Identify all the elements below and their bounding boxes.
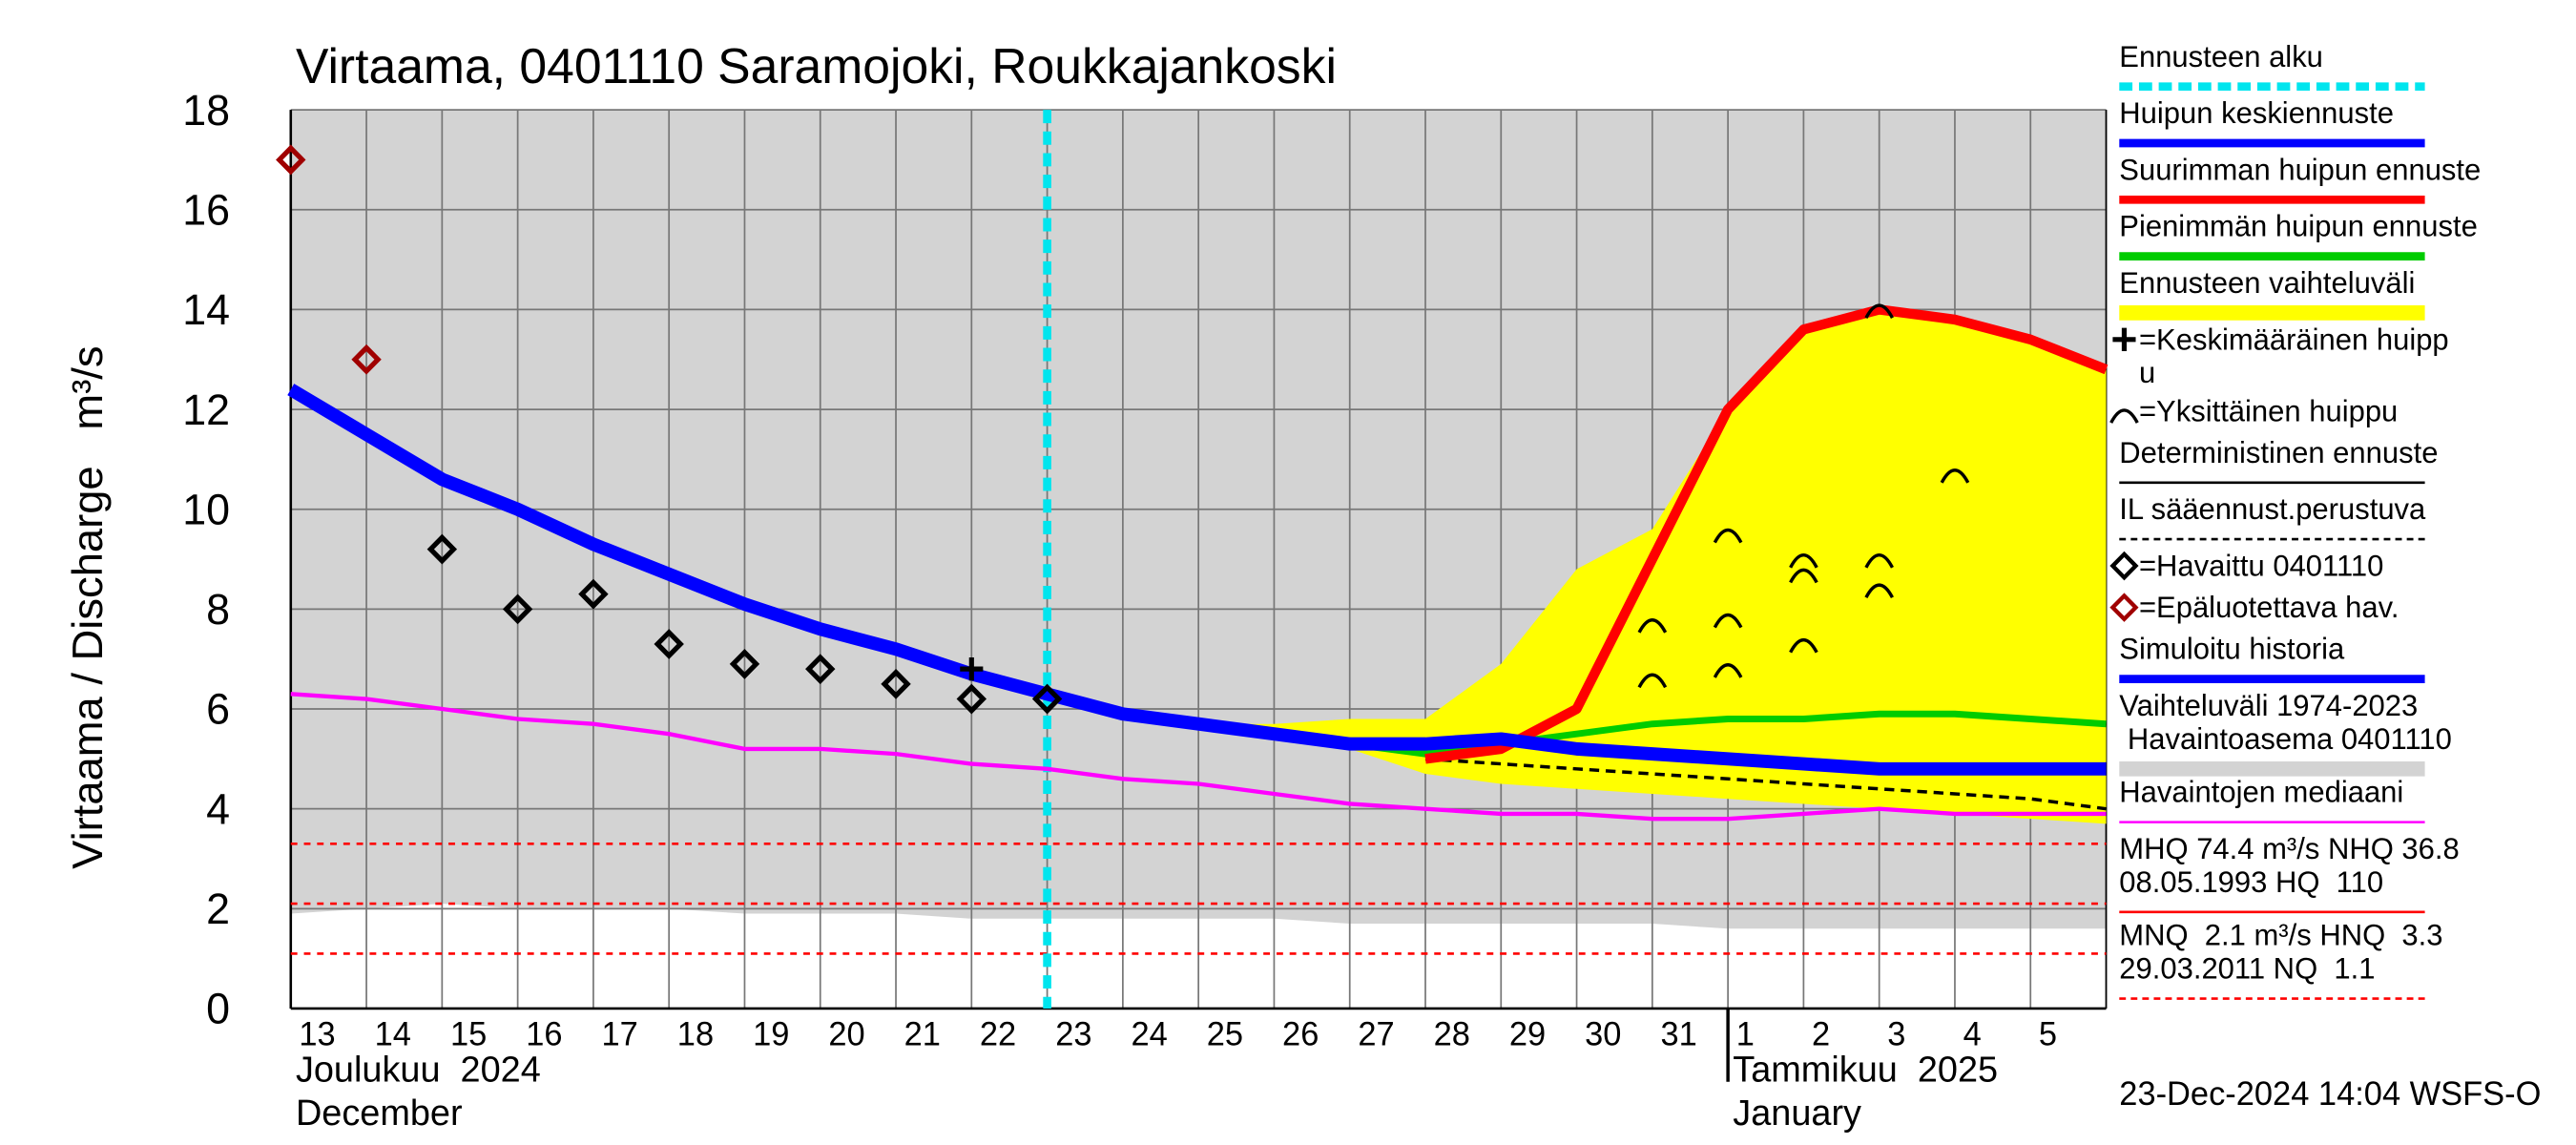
x-tick-label: 25 <box>1207 1016 1243 1052</box>
mean-peak <box>2112 327 2136 352</box>
legend-label: Suurimman huipun ennuste <box>2119 153 2481 186</box>
peak-marker <box>1789 552 1818 569</box>
x-tick-label: 16 <box>526 1016 562 1052</box>
y-tick-label: 2 <box>206 885 230 933</box>
x-tick-label: 15 <box>450 1016 487 1052</box>
legend-label: =Epäluotettava hav. <box>2139 591 2399 624</box>
legend-diamond <box>2109 593 2139 622</box>
x-tick-label: 2 <box>1812 1016 1830 1052</box>
month-label-en: January <box>1733 1093 1861 1134</box>
x-tick-label: 21 <box>904 1016 941 1052</box>
legend-label: =Keskimääräinen huipp <box>2139 323 2449 356</box>
month-label-en: December <box>296 1093 463 1134</box>
legend-label: MHQ 74.4 m³/s NHQ 36.8 <box>2119 832 2459 865</box>
y-tick-label: 10 <box>182 485 230 533</box>
legend-label: Havaintojen mediaani <box>2119 776 2403 809</box>
legend-label: Pienimmän huipun ennuste <box>2119 209 2478 242</box>
y-tick-label: 16 <box>182 185 230 234</box>
x-tick-label: 3 <box>1887 1016 1905 1052</box>
forecast-band <box>1047 309 2107 824</box>
legend-label: Havaintoasema 0401110 <box>2119 722 2452 756</box>
series-line <box>287 384 2107 776</box>
observed-point <box>881 668 911 699</box>
y-tick-label: 14 <box>182 285 230 334</box>
observed-point <box>578 578 609 610</box>
y-tick-label: 4 <box>206 784 230 833</box>
legend-label: IL sääennust.perustuva <box>2119 492 2426 526</box>
x-tick-label: 23 <box>1055 1016 1091 1052</box>
x-tick-label: 27 <box>1358 1016 1394 1052</box>
unreliable-point <box>276 144 306 176</box>
y-tick-label: 6 <box>206 684 230 733</box>
x-tick-label: 31 <box>1660 1016 1696 1052</box>
legend-label: Ennusteen vaihteluväli <box>2119 266 2415 300</box>
peak-marker <box>1713 613 1743 629</box>
chart-title: Virtaama, 0401110 Saramojoki, Roukkajank… <box>296 39 1337 94</box>
peak-marker <box>1864 303 1894 319</box>
peak-marker <box>1789 637 1818 654</box>
x-tick-label: 5 <box>2039 1016 2057 1052</box>
x-tick-label: 30 <box>1585 1016 1621 1052</box>
x-tick-label: 20 <box>828 1016 864 1052</box>
y-axis-label: Virtaama / Discharge m³/s <box>63 345 112 868</box>
series-line <box>1424 304 2109 764</box>
peak-marker <box>1637 673 1668 689</box>
observed-point <box>805 654 836 685</box>
month-label: Joulukuu 2024 <box>296 1050 541 1091</box>
peak-marker <box>1789 568 1818 584</box>
legend-label: =Havaittu 0401110 <box>2139 549 2383 582</box>
y-tick-label: 0 <box>206 984 230 1032</box>
observed-point <box>654 629 684 659</box>
footer: 23-Dec-2024 14:04 WSFS-O <box>2119 1076 2541 1113</box>
observed-point <box>502 593 533 625</box>
y-tick-label: 18 <box>182 86 230 135</box>
legend-label: Vaihteluväli 1974-2023 <box>2119 689 2418 722</box>
legend-label: Ennusteen alku <box>2119 40 2323 73</box>
unreliable-point <box>351 344 382 375</box>
legend-label: u <box>2139 356 2155 389</box>
x-tick-label: 22 <box>980 1016 1016 1052</box>
observed-point <box>729 649 760 679</box>
peak-marker <box>1713 528 1743 544</box>
peak-marker <box>1637 618 1668 634</box>
x-tick-label: 4 <box>1963 1016 1982 1052</box>
legend-label: Huipun keskiennuste <box>2119 96 2394 130</box>
mean-peak <box>960 656 984 681</box>
x-tick-label: 18 <box>677 1016 714 1052</box>
x-tick-label: 19 <box>753 1016 789 1052</box>
legend-label: MNQ 2.1 m³/s HNQ 3.3 <box>2119 919 2442 952</box>
month-label: Tammikuu 2025 <box>1733 1050 1998 1091</box>
legend-label: =Yksittäinen huippu <box>2139 394 2398 427</box>
y-tick-label: 12 <box>182 385 230 434</box>
observed-point <box>956 683 987 715</box>
y-tick-label: 8 <box>206 585 230 634</box>
x-tick-label: 14 <box>375 1016 411 1052</box>
series-line <box>290 692 2107 822</box>
peak-marker <box>1864 552 1894 569</box>
peak-marker <box>1940 468 1970 484</box>
legend-label: Simuloitu historia <box>2119 633 2345 666</box>
peak-marker <box>2109 408 2139 424</box>
x-tick-label: 29 <box>1509 1016 1546 1052</box>
peak-marker <box>1713 663 1743 678</box>
x-tick-label: 28 <box>1434 1016 1470 1052</box>
x-tick-label: 26 <box>1282 1016 1319 1052</box>
legend-diamond <box>2109 551 2139 581</box>
x-tick-label: 1 <box>1736 1016 1755 1052</box>
legend-label: 29.03.2011 NQ 1.1 <box>2119 951 2375 985</box>
observed-point <box>1031 683 1063 715</box>
x-tick-label: 17 <box>602 1016 638 1052</box>
x-tick-label: 24 <box>1131 1016 1167 1052</box>
x-tick-label: 13 <box>299 1016 335 1052</box>
peak-marker <box>1864 583 1894 599</box>
legend-label: Deterministinen ennuste <box>2119 436 2438 469</box>
legend-label: 08.05.1993 HQ 110 <box>2119 865 2383 899</box>
observed-point <box>426 533 458 565</box>
